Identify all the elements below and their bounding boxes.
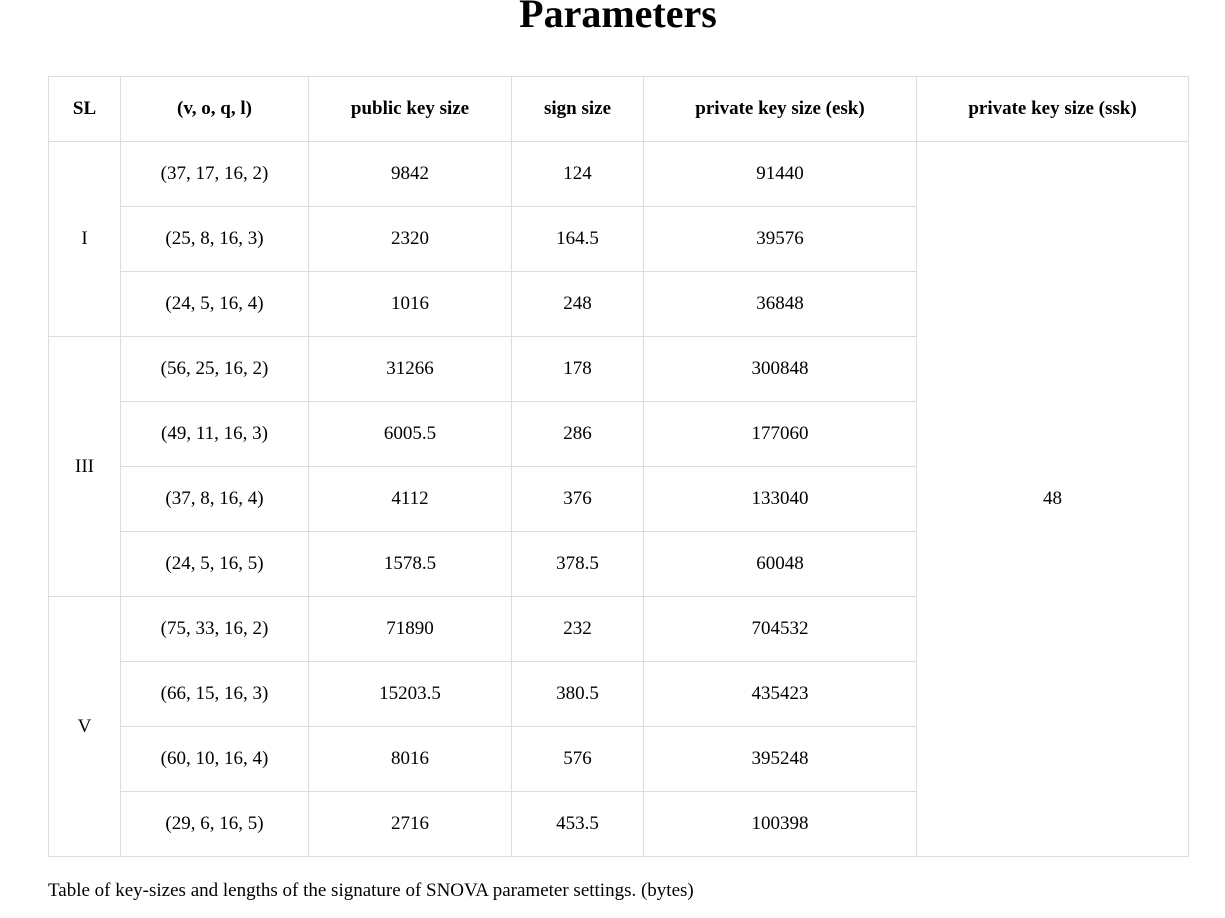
public-key-size-cell: 71890 xyxy=(308,596,512,662)
public-key-size-cell: 6005.5 xyxy=(308,401,512,467)
sign-size-cell: 232 xyxy=(511,596,644,662)
sign-size-cell: 286 xyxy=(511,401,644,467)
table-row: (49, 11, 16, 3) 6005.5 286 177060 xyxy=(49,401,1189,467)
sign-size-cell: 248 xyxy=(511,271,644,337)
esk-size-cell: 60048 xyxy=(643,531,917,597)
header-public-key-size: public key size xyxy=(308,76,512,142)
table-row: (37, 8, 16, 4) 4112 376 133040 xyxy=(49,466,1189,532)
table-row: III (56, 25, 16, 2) 31266 178 300848 xyxy=(48,336,1189,597)
sign-size-cell: 124 xyxy=(511,141,644,207)
table-row: V (75, 33, 16, 2) 71890 232 704532 xyxy=(48,596,1189,857)
params-cell: (37, 8, 16, 4) xyxy=(120,466,309,532)
table-row: (25, 8, 16, 3) 2320 164.5 39576 xyxy=(49,206,1189,272)
sign-size-cell: 380.5 xyxy=(511,661,644,727)
table-row: (66, 15, 16, 3) 15203.5 380.5 435423 xyxy=(49,661,1189,727)
parameters-table: SL (v, o, q, l) public key size sign siz… xyxy=(48,76,1189,857)
public-key-size-cell: 8016 xyxy=(308,726,512,792)
sign-size-cell: 376 xyxy=(511,466,644,532)
public-key-size-cell: 2320 xyxy=(308,206,512,272)
table-row: I (37, 17, 16, 2) 9842 124 91440 48 xyxy=(48,141,1189,857)
esk-size-cell: 36848 xyxy=(643,271,917,337)
public-key-size-cell: 2716 xyxy=(308,791,512,857)
header-private-key-size-esk: private key size (esk) xyxy=(643,76,917,142)
public-key-size-cell: 4112 xyxy=(308,466,512,532)
table-caption: Table of key-sizes and lengths of the si… xyxy=(48,880,694,901)
header-private-key-size-ssk: private key size (ssk) xyxy=(916,76,1189,142)
public-key-size-cell: 15203.5 xyxy=(308,661,512,727)
sign-size-cell: 164.5 xyxy=(511,206,644,272)
header-params: (v, o, q, l) xyxy=(120,76,309,142)
esk-size-cell: 300848 xyxy=(643,336,917,402)
security-level-cell: III xyxy=(48,336,121,597)
params-cell: (75, 33, 16, 2) xyxy=(120,596,309,662)
header-sign-size: sign size xyxy=(511,76,644,142)
table-row: (24, 5, 16, 5) 1578.5 378.5 60048 xyxy=(49,531,1189,597)
table-row: (24, 5, 16, 4) 1016 248 36848 xyxy=(49,271,1189,337)
ssk-size-cell: 48 xyxy=(916,141,1189,857)
sign-size-cell: 378.5 xyxy=(511,531,644,597)
header-sl: SL xyxy=(48,76,121,142)
esk-size-cell: 39576 xyxy=(643,206,917,272)
params-cell: (29, 6, 16, 5) xyxy=(120,791,309,857)
table-row: (60, 10, 16, 4) 8016 576 395248 xyxy=(49,726,1189,792)
params-cell: (25, 8, 16, 3) xyxy=(120,206,309,272)
esk-size-cell: 91440 xyxy=(643,141,917,207)
sign-size-cell: 453.5 xyxy=(511,791,644,857)
esk-size-cell: 395248 xyxy=(643,726,917,792)
params-cell: (37, 17, 16, 2) xyxy=(120,141,309,207)
public-key-size-cell: 1578.5 xyxy=(308,531,512,597)
params-cell: (49, 11, 16, 3) xyxy=(120,401,309,467)
table-row: (29, 6, 16, 5) 2716 453.5 100398 xyxy=(49,791,1189,857)
esk-size-cell: 435423 xyxy=(643,661,917,727)
esk-size-cell: 100398 xyxy=(643,791,917,857)
esk-size-cell: 704532 xyxy=(643,596,917,662)
sign-size-cell: 178 xyxy=(511,336,644,402)
params-cell: (24, 5, 16, 4) xyxy=(120,271,309,337)
params-cell: (24, 5, 16, 5) xyxy=(120,531,309,597)
params-cell: (66, 15, 16, 3) xyxy=(120,661,309,727)
public-key-size-cell: 31266 xyxy=(308,336,512,402)
params-cell: (60, 10, 16, 4) xyxy=(120,726,309,792)
security-level-cell: V xyxy=(48,596,121,857)
esk-size-cell: 133040 xyxy=(643,466,917,532)
public-key-size-cell: 9842 xyxy=(308,141,512,207)
params-cell: (56, 25, 16, 2) xyxy=(120,336,309,402)
public-key-size-cell: 1016 xyxy=(308,271,512,337)
esk-size-cell: 177060 xyxy=(643,401,917,467)
sign-size-cell: 576 xyxy=(511,726,644,792)
security-level-cell: I xyxy=(48,141,121,337)
header-row: SL (v, o, q, l) public key size sign siz… xyxy=(48,76,1189,142)
page-title: Parameters xyxy=(519,0,717,36)
